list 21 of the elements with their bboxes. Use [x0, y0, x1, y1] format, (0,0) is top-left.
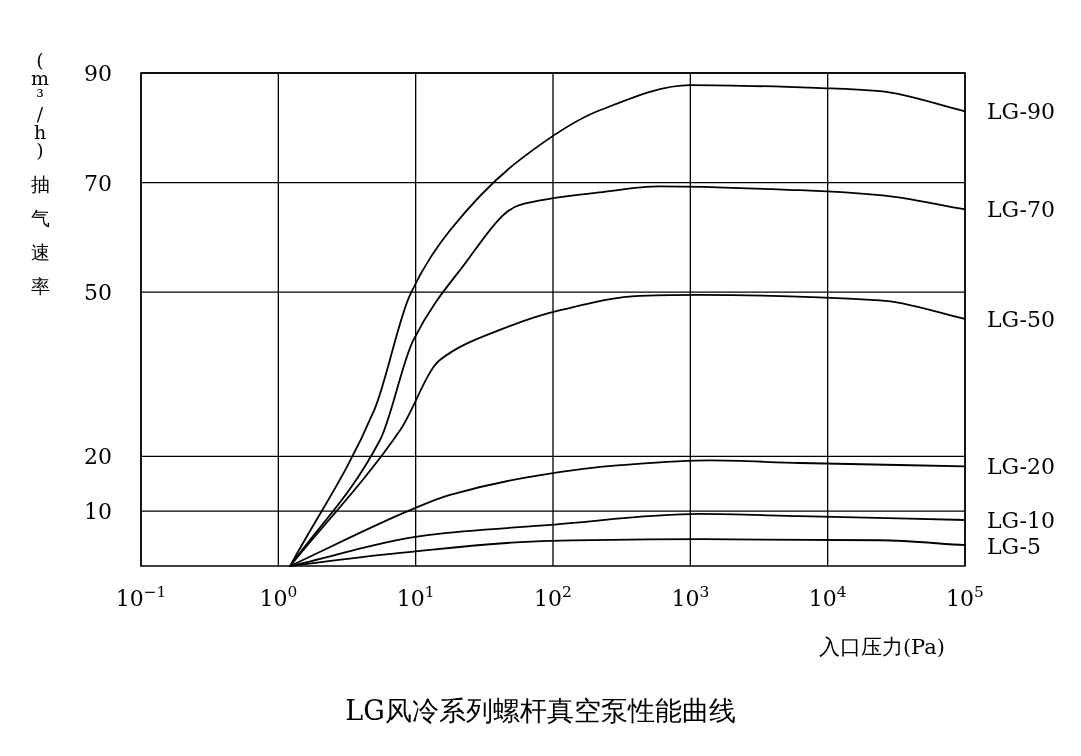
x-axis-title: 入口压力(Pa)	[818, 635, 945, 659]
x-tick-label: 10$^{3}$	[671, 583, 710, 611]
x-tick-label: 10$^{0}$	[259, 583, 298, 611]
y-tick-label: 10	[84, 499, 112, 525]
y-tick-label: 90	[84, 61, 112, 86]
x-tick-label: 10$^{5}$	[946, 583, 984, 611]
series-label: LG-5	[987, 533, 1042, 559]
x-tick-label: 10$^{4}$	[808, 583, 847, 611]
x-tick-label: 10$^{2}$	[534, 583, 572, 611]
y-tick-label: 20	[84, 444, 112, 470]
series-label: LG-20	[987, 454, 1056, 480]
text: (m³/h) 抽气速率	[30, 49, 50, 297]
y-tick-label: 50	[84, 280, 112, 306]
series-label: LG-10	[987, 507, 1056, 533]
series-label: LG-50	[987, 306, 1056, 332]
series-label: LG-90	[987, 99, 1056, 125]
text: LG风冷系列螺杆真空泵性能曲线	[345, 695, 736, 726]
y-tick-label: 70	[84, 170, 112, 196]
x-tick-label: 10$^{1}$	[396, 583, 435, 611]
series-label: LG-70	[987, 197, 1056, 223]
x-tick-label: 10$^{−1}$	[115, 583, 167, 611]
